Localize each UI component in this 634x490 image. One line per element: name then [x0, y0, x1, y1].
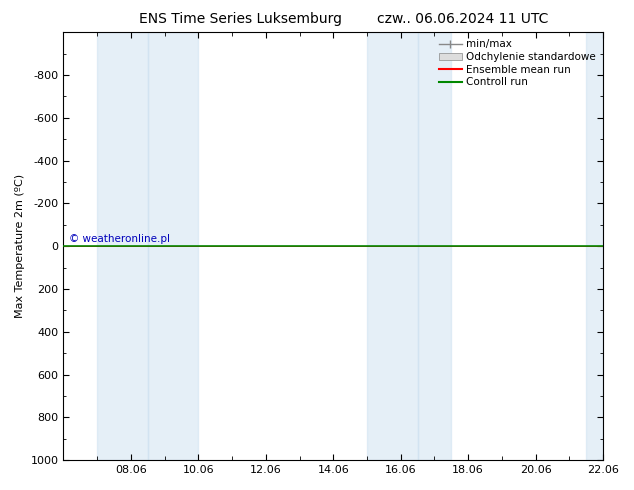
- Bar: [367, 32, 418, 460]
- Text: ENS Time Series Luksemburg: ENS Time Series Luksemburg: [139, 12, 342, 26]
- Text: © weatheronline.pl: © weatheronline.pl: [69, 234, 170, 244]
- Bar: [586, 32, 603, 460]
- Legend: min/max, Odchylenie standardowe, Ensemble mean run, Controll run: min/max, Odchylenie standardowe, Ensembl…: [437, 37, 598, 89]
- Bar: [418, 32, 451, 460]
- Text: czw.. 06.06.2024 11 UTC: czw.. 06.06.2024 11 UTC: [377, 12, 548, 26]
- Bar: [97, 32, 148, 460]
- Bar: [148, 32, 198, 460]
- Y-axis label: Max Temperature 2m (ºC): Max Temperature 2m (ºC): [15, 174, 25, 318]
